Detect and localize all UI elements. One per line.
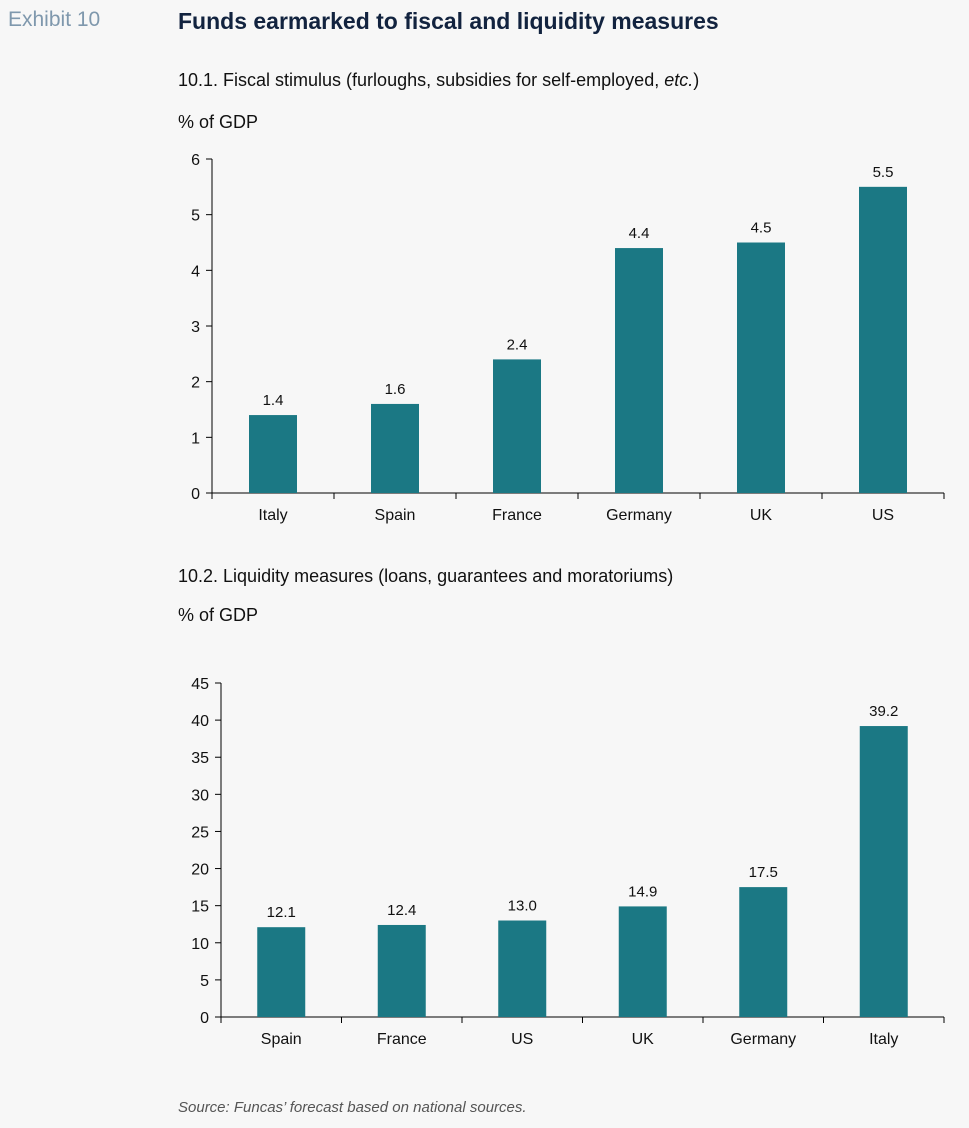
chart2-y-tick-label: 15 bbox=[191, 899, 209, 916]
chart2-bar-france bbox=[377, 924, 426, 1017]
page-title: Funds earmarked to fiscal and liquidity … bbox=[178, 8, 719, 34]
chart2-y-tick-label: 10 bbox=[191, 936, 209, 953]
chart1-y-tick-label: 1 bbox=[191, 430, 200, 447]
chart1-title-main: 10.1. Fiscal stimulus (furloughs, subsid… bbox=[178, 70, 665, 90]
chart2-y-unit-label: % of GDP bbox=[178, 605, 259, 625]
chart1-bar-spain bbox=[371, 403, 419, 493]
chart1-bar-germany bbox=[615, 248, 663, 493]
chart1-y-tick-label: 3 bbox=[191, 319, 200, 336]
chart1-value-label: 4.4 bbox=[629, 225, 650, 242]
chart2-bar-us bbox=[498, 920, 547, 1017]
chart1-y-tick-label: 5 bbox=[191, 208, 200, 225]
chart1-bar-france bbox=[493, 359, 541, 493]
chart2-y-tick-label: 5 bbox=[200, 973, 209, 990]
chart1-category-label: Germany bbox=[606, 507, 672, 524]
chart1-category-label: France bbox=[492, 507, 542, 524]
chart2-category-label: Spain bbox=[261, 1031, 302, 1048]
chart2-bar-germany bbox=[739, 887, 788, 1017]
chart2-y-tick-label: 0 bbox=[200, 1010, 209, 1027]
chart1-title-italic: etc. bbox=[664, 70, 694, 90]
chart1-value-label: 5.5 bbox=[873, 164, 894, 181]
chart2-y-tick-label: 30 bbox=[191, 787, 209, 804]
chart2-liquidity-measures: 0 5 10 15 20 25 30 35 40 45 12.1 Spain 12.4 France 13.… bbox=[191, 676, 945, 1048]
chart2-value-label: 39.2 bbox=[869, 703, 898, 720]
exhibit-label: Exhibit 10 bbox=[8, 8, 101, 31]
chart2-title: 10.2. Liquidity measures (loans, guarant… bbox=[178, 566, 674, 586]
chart2-bar-uk bbox=[618, 906, 667, 1017]
chart1-y-tick-label: 4 bbox=[191, 263, 200, 280]
chart2-y-tick-label: 25 bbox=[191, 824, 209, 841]
chart1-category-label: US bbox=[872, 507, 894, 524]
chart1-title: 10.1. Fiscal stimulus (furloughs, subsid… bbox=[178, 70, 699, 91]
chart1-y-tick-label: 2 bbox=[191, 375, 200, 392]
chart2-value-label: 17.5 bbox=[749, 864, 778, 881]
chart1-bar-uk bbox=[737, 242, 785, 493]
chart2-category-label: France bbox=[377, 1031, 427, 1048]
chart1-category-label: Italy bbox=[258, 507, 287, 524]
chart1-fiscal-stimulus: 0 1 2 3 4 5 6 1.4 Italy 1.6 Spain 2.4 France 4.4 Germa… bbox=[191, 152, 945, 524]
chart1-category-label: Spain bbox=[375, 507, 416, 524]
chart2-value-label: 13.0 bbox=[508, 898, 537, 915]
chart2-y-tick-label: 20 bbox=[191, 862, 209, 879]
chart1-title-end: ) bbox=[693, 70, 700, 90]
chart1-category-label: UK bbox=[750, 507, 773, 524]
chart2-value-label: 12.1 bbox=[267, 904, 296, 921]
chart1-y-unit-label: % of GDP bbox=[178, 112, 259, 132]
chart1-bar-us bbox=[859, 186, 907, 494]
chart2-category-label: US bbox=[511, 1031, 533, 1048]
chart1-value-label: 1.6 bbox=[385, 381, 406, 398]
chart1-value-label: 4.5 bbox=[751, 220, 772, 237]
chart2-category-label: Germany bbox=[730, 1031, 796, 1048]
chart1-value-label: 2.4 bbox=[507, 336, 528, 353]
chart2-value-label: 14.9 bbox=[628, 883, 657, 900]
chart2-y-tick-label: 40 bbox=[191, 713, 209, 730]
chart2-bar-spain bbox=[257, 927, 306, 1017]
chart1-bar-italy bbox=[249, 415, 297, 493]
chart2-category-label: Italy bbox=[869, 1031, 898, 1048]
source-note: Source: Funcas’ forecast based on nation… bbox=[178, 1099, 527, 1116]
chart1-y-tick-label: 6 bbox=[191, 152, 200, 169]
chart2-bar-italy bbox=[859, 726, 908, 1017]
chart2-y-tick-label: 35 bbox=[191, 750, 209, 767]
chart2-category-label: UK bbox=[632, 1031, 655, 1048]
chart1-value-label: 1.4 bbox=[263, 392, 284, 409]
chart2-y-tick-label: 45 bbox=[191, 676, 209, 693]
chart2-value-label: 12.4 bbox=[387, 902, 416, 919]
chart1-y-tick-label: 0 bbox=[191, 486, 200, 503]
